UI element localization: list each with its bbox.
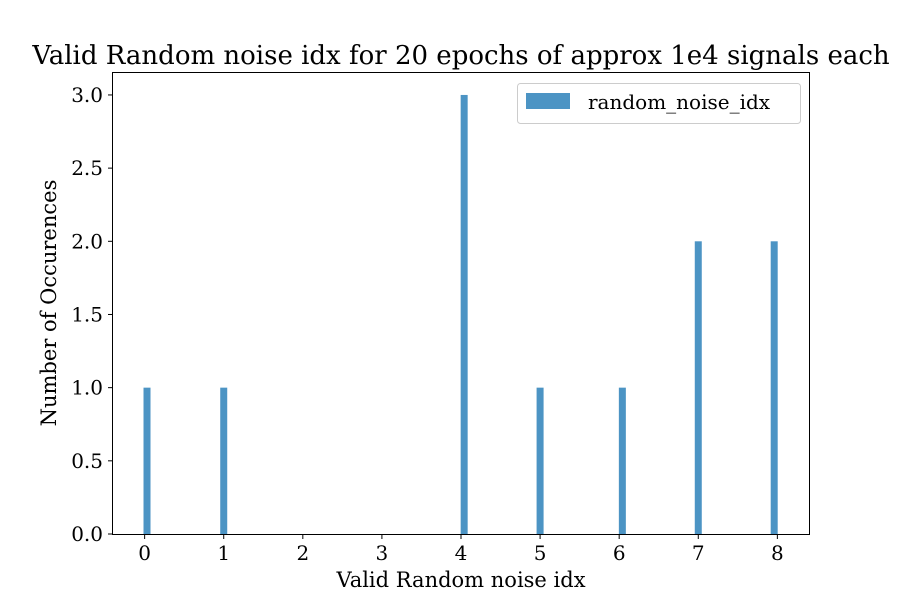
bar-0-2: [460, 94, 468, 534]
chart-title: Valid Random noise idx for 20 epochs of …: [31, 41, 890, 71]
y-tick-label-1: 0.5: [71, 449, 103, 473]
legend-swatch: [526, 93, 570, 109]
bar-0-3: [536, 387, 544, 534]
y-tick-label-2: 1.0: [71, 376, 103, 400]
y-tick-label-5: 2.5: [71, 156, 103, 180]
y-axis-label: Number of Occurences: [37, 180, 61, 427]
x-tick-label-8: 8: [771, 541, 784, 565]
bar-0-4: [618, 387, 626, 534]
bar-0-0: [143, 387, 151, 534]
legend-label: random_noise_idx: [588, 90, 771, 114]
legend: random_noise_idx: [517, 83, 801, 124]
x-tick-label-3: 3: [376, 541, 389, 565]
plot-frame: [112, 72, 810, 535]
x-tick-label-6: 6: [613, 541, 626, 565]
x-tick-label-2: 2: [296, 541, 309, 565]
x-tick-label-0: 0: [138, 541, 151, 565]
y-tick-label-0: 0.0: [71, 522, 103, 546]
bar-0-1: [220, 387, 228, 534]
x-tick-label-7: 7: [692, 541, 705, 565]
ticks-layer: 0 1 2 3 4 5 6 7 8 0.0 0.5 1.0 1.5 2.0 2.5 3.0: [71, 83, 784, 565]
x-tick-label-5: 5: [534, 541, 547, 565]
x-tick-label-4: 4: [455, 541, 468, 565]
bar-0-5: [694, 241, 702, 535]
y-tick-label-4: 2.0: [71, 229, 103, 253]
bars-layer: [143, 94, 778, 535]
bar-0-6: [770, 241, 778, 535]
x-tick-label-1: 1: [217, 541, 230, 565]
y-tick-label-3: 1.5: [71, 302, 103, 326]
y-tick-label-6: 3.0: [71, 83, 103, 107]
x-axis-label: Valid Random noise idx: [335, 568, 585, 592]
legend-box: [517, 83, 801, 124]
